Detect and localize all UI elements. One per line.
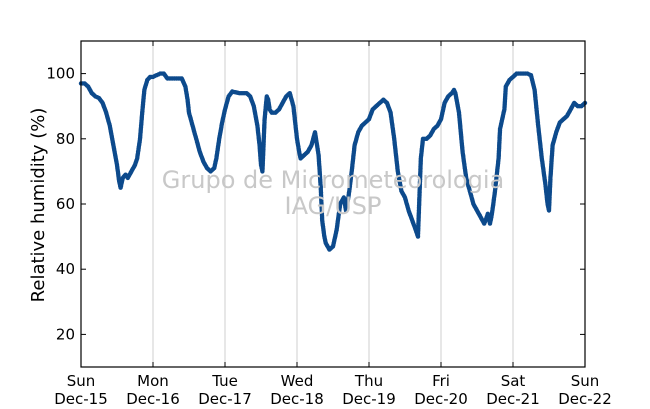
x-tick-label-day: Mon	[137, 372, 169, 390]
x-tick-label-date: Dec-16	[126, 390, 180, 408]
x-tick-label-day: Sun	[67, 372, 96, 390]
y-tick-label: 60	[56, 195, 75, 213]
axis-ticks	[80, 41, 586, 367]
watermark-line-2: IAG/USP	[284, 192, 381, 220]
x-tick-label-day: Sat	[501, 372, 526, 390]
x-tick-label-day: Tue	[211, 372, 238, 390]
x-tick-label-date: Dec-17	[198, 390, 252, 408]
x-tick-label-day: Sun	[571, 372, 600, 390]
tick-labels: SunDec-15MonDec-16TueDec-17WedDec-18ThuD…	[46, 65, 611, 408]
y-tick-label: 100	[46, 65, 75, 83]
data-points	[78, 71, 588, 252]
x-tick-label-date: Dec-22	[558, 390, 612, 408]
y-axis-label: Relative humidity (%)	[28, 108, 49, 303]
watermark-line-1: Grupo de Micrometeorologia	[162, 166, 504, 194]
x-tick-label-day: Fri	[432, 372, 450, 390]
x-tick-label-date: Dec-19	[342, 390, 396, 408]
y-tick-label: 20	[56, 325, 75, 343]
grid-layer	[152, 41, 514, 367]
x-tick-label-date: Dec-15	[54, 390, 108, 408]
x-tick-label-date: Dec-18	[270, 390, 324, 408]
x-tick-label-day: Wed	[281, 372, 314, 390]
x-tick-label-date: Dec-20	[414, 390, 468, 408]
x-tick-label-day: Thu	[354, 372, 383, 390]
y-tick-label: 80	[56, 130, 75, 148]
x-tick-label-date: Dec-21	[486, 390, 540, 408]
y-tick-label: 40	[56, 260, 75, 278]
